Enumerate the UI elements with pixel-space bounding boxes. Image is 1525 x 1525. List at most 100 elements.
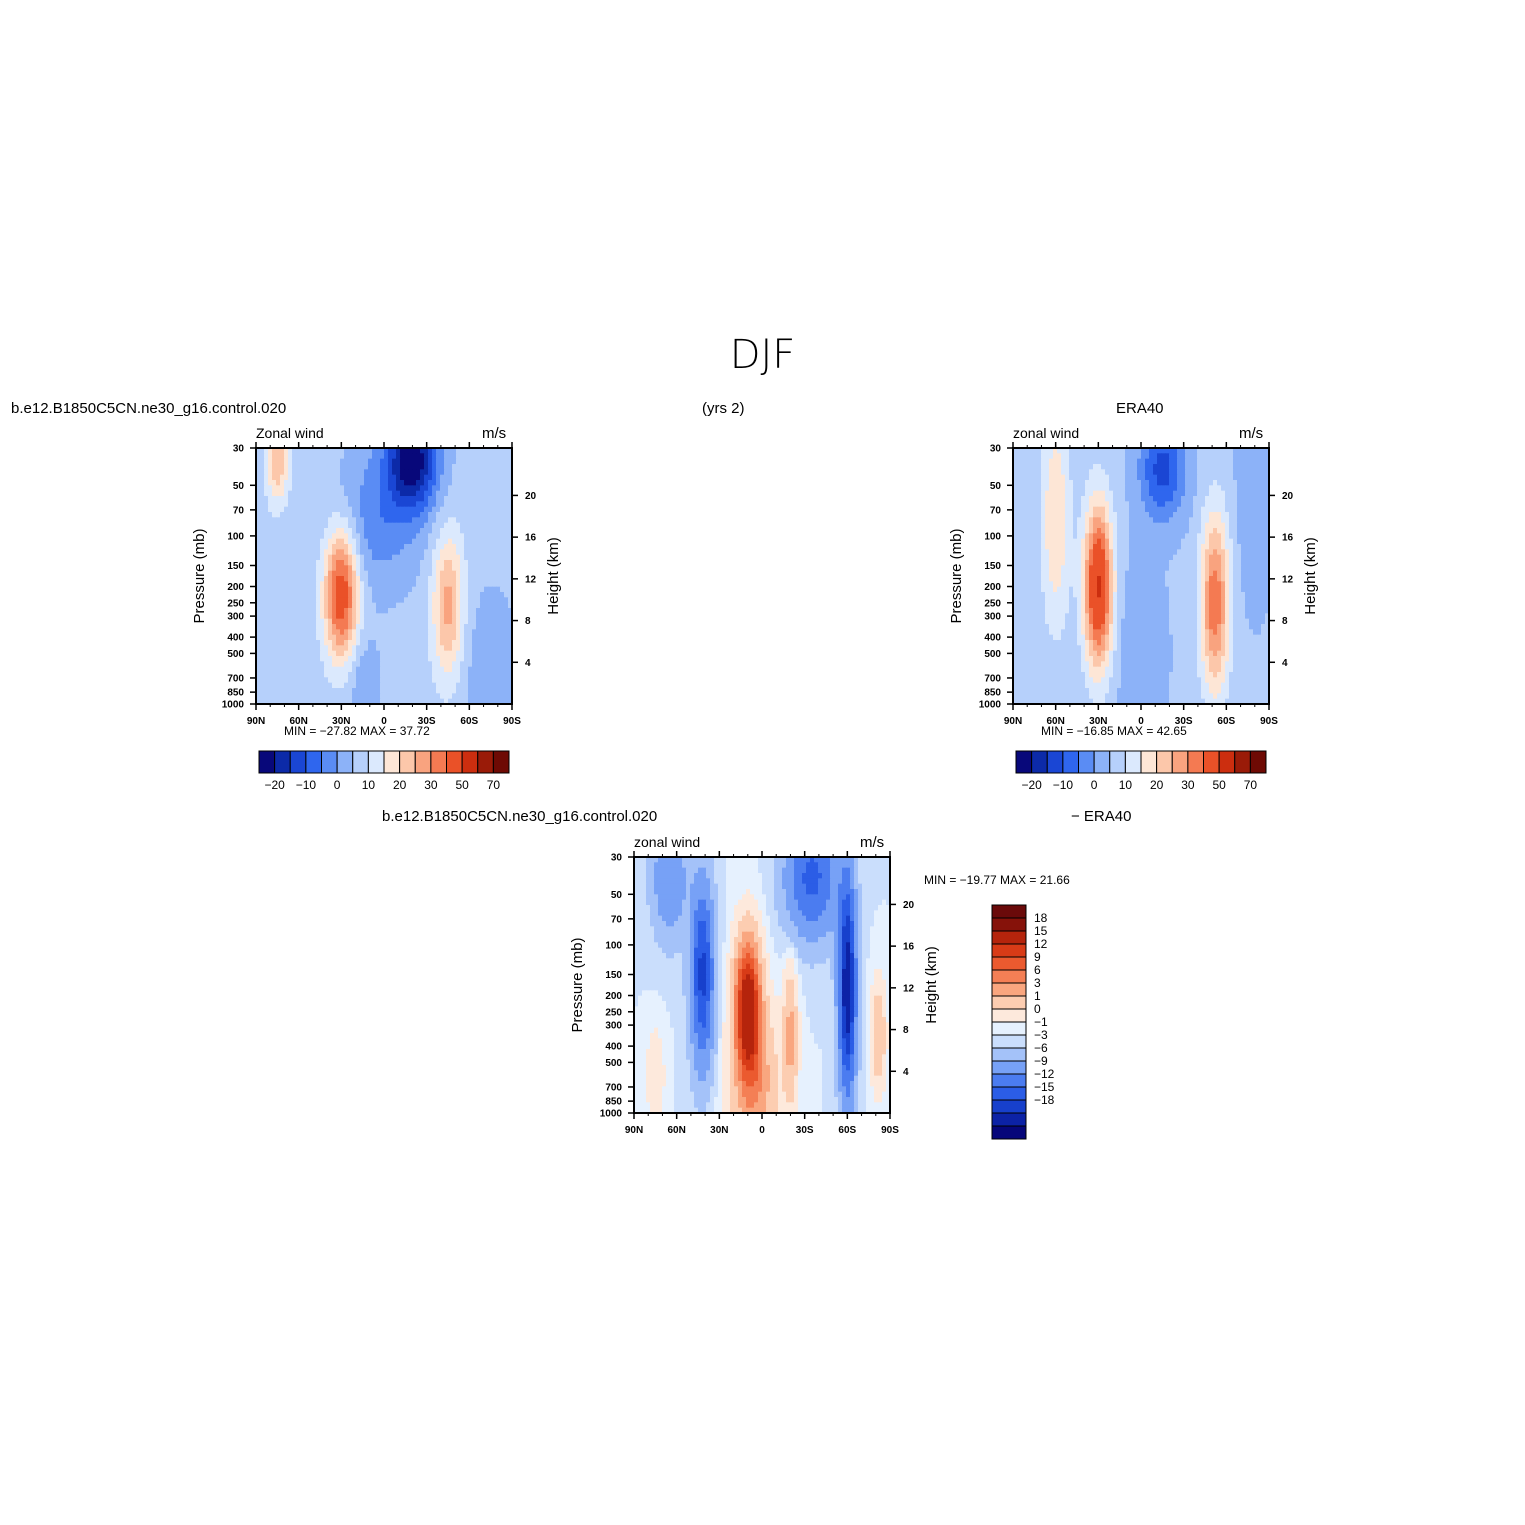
diff-obs-label: − ERA40 [1071, 808, 1132, 825]
y-tick-label: 200 [605, 991, 622, 1002]
colorbar-swatch [1203, 750, 1220, 774]
diff-case-label: b.e12.B1850C5CN.ne30_g16.control.020 [382, 808, 658, 825]
y-tick-label: 400 [605, 1042, 622, 1053]
y-axis-label: Pressure (mb) [191, 528, 208, 623]
colorbar-swatch [991, 943, 1027, 958]
y-tick-label: 250 [227, 598, 244, 609]
y-tick-label: 700 [227, 673, 244, 684]
colorbar-swatch [414, 750, 432, 774]
y-tick-label: 50 [233, 481, 245, 492]
colorbar-label: 1 [1034, 989, 1041, 1003]
y-right-tick-label: 20 [525, 491, 537, 502]
y-tick-label: 300 [605, 1021, 622, 1032]
colorbar-swatch [1109, 750, 1126, 774]
colorbar-label: 3 [1034, 976, 1041, 990]
colorbar-swatch [1062, 750, 1079, 774]
years-label: (yrs 2) [702, 400, 745, 417]
y-tick-label: 70 [233, 505, 245, 516]
panel-title: zonal wind [634, 834, 700, 850]
x-tick-label: 60S [838, 1125, 856, 1136]
y-tick-label: 50 [611, 890, 623, 901]
x-tick-label: 60S [460, 716, 478, 727]
colorbar-swatch [258, 750, 276, 774]
colorbar-label: −20 [264, 778, 285, 792]
y-tick-label: 70 [611, 914, 623, 925]
case-name-label: b.e12.B1850C5CN.ne30_g16.control.020 [11, 400, 287, 417]
colorbar-label: 20 [393, 778, 407, 792]
colorbar-label: −3 [1034, 1028, 1048, 1042]
colorbar-swatch [991, 930, 1027, 945]
panel-model: 90N 60N 30N 0 30S 60S 90S305070100150200250300… [191, 425, 562, 792]
colorbar-label: 10 [1119, 778, 1133, 792]
y-right-tick-label: 4 [1282, 658, 1288, 669]
panel-title: Zonal wind [256, 425, 324, 441]
colorbar-label: −10 [296, 778, 317, 792]
y-right-tick-label: 12 [525, 574, 537, 585]
panel-obs-contour-field [1013, 448, 1269, 704]
panel-model-contour-field [256, 448, 512, 704]
colorbar-label: 10 [362, 778, 376, 792]
colorbar-label: −12 [1034, 1067, 1055, 1081]
y-right-tick-label: 8 [1282, 616, 1288, 627]
y-right-tick-label: 16 [525, 533, 537, 544]
colorbar-swatch [492, 750, 510, 774]
x-tick-label: 0 [381, 716, 387, 727]
x-tick-label: 90N [247, 716, 265, 727]
y-tick-label: 150 [227, 561, 244, 572]
panel-obs: 90N 60N 30N 0 30S 60S 90S305070100150200250300… [948, 425, 1319, 792]
panel-units: m/s [482, 425, 506, 442]
colorbar-swatch [991, 1125, 1027, 1140]
panel-diff-contour-field [634, 857, 890, 1113]
colorbar-label: 30 [424, 778, 438, 792]
colorbar-swatch [991, 1086, 1027, 1101]
colorbar-swatch [991, 1112, 1027, 1127]
y-tick-label: 500 [605, 1058, 622, 1069]
colorbar-label: 12 [1034, 937, 1048, 951]
colorbar-swatch [1187, 750, 1204, 774]
y-tick-label: 70 [990, 505, 1002, 516]
colorbar-label: 50 [455, 778, 469, 792]
y-axis-label: Pressure (mb) [948, 528, 965, 623]
y-tick-label: 250 [605, 1007, 622, 1018]
y-tick-label: 30 [233, 444, 245, 455]
colorbar-swatch [991, 1073, 1027, 1088]
colorbar-swatch [352, 750, 369, 774]
x-tick-label: 60S [1217, 716, 1235, 727]
colorbar-label: 30 [1181, 778, 1195, 792]
colorbar-swatch [274, 750, 291, 774]
y-tick-label: 30 [611, 853, 623, 864]
colorbar-swatch [367, 750, 385, 774]
y-tick-label: 50 [990, 481, 1002, 492]
obs-name-label: ERA40 [1116, 400, 1164, 417]
y-right-tick-label: 8 [903, 1025, 909, 1036]
y-tick-label: 400 [984, 633, 1001, 644]
y-tick-label: 150 [984, 561, 1001, 572]
colorbar-label: 20 [1150, 778, 1164, 792]
y-right-tick-label: 12 [903, 983, 915, 994]
colorbar-swatch [1031, 750, 1048, 774]
y-tick-label: 100 [605, 940, 622, 951]
colorbar-label: 0 [1034, 1002, 1041, 1016]
colorbar-swatch [991, 1047, 1027, 1062]
colorbar-swatch [991, 956, 1027, 971]
y-tick-label: 300 [227, 612, 244, 623]
stats-label: MIN = −19.77 MAX = 21.66 [924, 873, 1070, 887]
colorbar-label: −6 [1034, 1041, 1048, 1055]
y-right-tick-label: 4 [903, 1067, 909, 1078]
colorbar-swatch [321, 750, 338, 774]
x-tick-label: 60N [289, 716, 307, 727]
y-right-tick-label: 12 [1282, 574, 1294, 585]
colorbar-swatch [383, 750, 401, 774]
x-tick-label: 30N [710, 1125, 728, 1136]
colorbar-swatch [1015, 750, 1033, 774]
colorbar-label: −15 [1034, 1080, 1055, 1094]
y-tick-label: 700 [984, 673, 1001, 684]
colorbar-label: −20 [1021, 778, 1042, 792]
x-tick-label: 30N [1089, 716, 1107, 727]
stats-label: MIN = −16.85 MAX = 42.65 [1041, 724, 1187, 738]
colorbar-swatch [1140, 750, 1158, 774]
colorbar-swatch [477, 750, 494, 774]
colorbar-swatch [1218, 750, 1236, 774]
x-tick-label: 30N [332, 716, 350, 727]
x-tick-label: 0 [759, 1125, 765, 1136]
